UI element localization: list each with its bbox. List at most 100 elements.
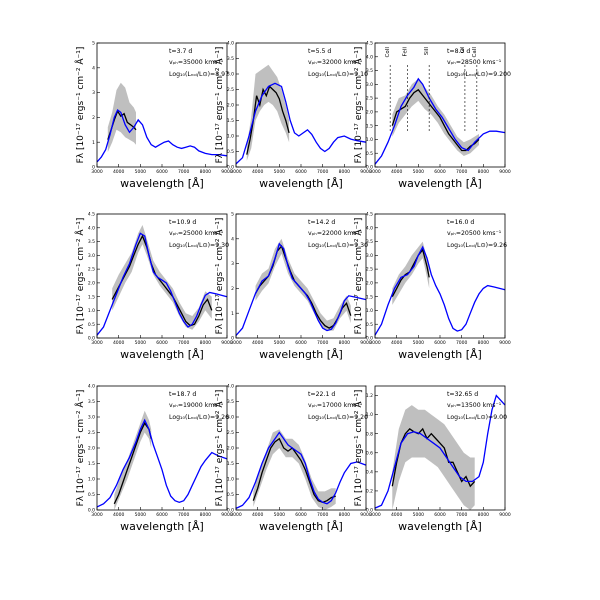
x-tick-label: 3000 bbox=[91, 169, 103, 175]
spectrum-panel-6: 3000 4000 5000 6000 7000 8000 90000.00.51.01.5… bbox=[352, 212, 511, 361]
observed-error-band bbox=[114, 410, 152, 510]
x-tick-label: 7000 bbox=[456, 340, 468, 346]
y-axis-label: Fλ [10⁻¹⁷ ergs⁻¹ cm⁻² Å⁻¹] bbox=[352, 390, 364, 507]
observed-spectrum-line bbox=[391, 427, 476, 488]
y-tick-label: 4.5 bbox=[366, 41, 373, 47]
annotation-vph: vₚₕ=25000 kms⁻¹ bbox=[169, 230, 224, 237]
x-axis-label: wavelength [Å] bbox=[120, 520, 204, 533]
annotation-lbol: Log₁₀(Lₙₒₗ/L⊙)=9.20 bbox=[308, 414, 368, 421]
x-tick-label: 6000 bbox=[434, 512, 446, 518]
annotation-lbol: Log₁₀(Lₙₒₗ/L⊙)=9.30 bbox=[169, 242, 229, 249]
annotation-lbol: Log₁₀(Lₙₒₗ/L⊙)=9.10 bbox=[308, 71, 368, 78]
y-tick-label: 0.0 bbox=[227, 165, 234, 171]
y-tick-label: 2.0 bbox=[366, 109, 373, 115]
model-spectrum-line bbox=[374, 77, 506, 165]
y-tick-label: 0 bbox=[231, 336, 234, 342]
x-axis-label: wavelength [Å] bbox=[398, 177, 482, 190]
observed-error-band bbox=[392, 241, 430, 305]
model-spectrum-line bbox=[374, 394, 506, 509]
y-tick-label: 3.0 bbox=[88, 253, 95, 259]
y-tick-label: 1.5 bbox=[88, 461, 95, 467]
x-tick-label: 5000 bbox=[135, 169, 147, 175]
x-tick-label: 8000 bbox=[339, 340, 351, 346]
annotation-t: t=18.7 d bbox=[169, 391, 196, 398]
y-tick-label: 3.0 bbox=[227, 72, 234, 78]
y-tick-label: 3.5 bbox=[88, 239, 95, 245]
y-tick-label: 1 bbox=[92, 140, 95, 146]
y-tick-label: 1.0 bbox=[366, 137, 373, 143]
y-tick-label: 5 bbox=[231, 212, 234, 218]
x-tick-label: 7000 bbox=[178, 340, 190, 346]
observed-error-band bbox=[253, 429, 336, 510]
y-tick-label: 0.6 bbox=[366, 450, 373, 456]
x-tick-label: 5000 bbox=[135, 340, 147, 346]
x-tick-label: 3000 bbox=[369, 512, 381, 518]
y-tick-label: 0.5 bbox=[227, 492, 234, 498]
x-tick-label: 6000 bbox=[434, 169, 446, 175]
x-tick-label: 3000 bbox=[230, 512, 242, 518]
spectrum-panel-2: 3000 4000 5000 6000 7000 8000 90000.00.51.01.5… bbox=[213, 41, 372, 190]
x-tick-label: 3000 bbox=[230, 340, 242, 346]
y-tick-label: 3.5 bbox=[366, 68, 373, 74]
x-tick-label: 8000 bbox=[339, 169, 351, 175]
y-tick-label: 3.5 bbox=[366, 239, 373, 245]
model-spectrum-line bbox=[96, 108, 228, 163]
y-tick-label: 2.5 bbox=[366, 267, 373, 273]
annotation-vph: vₚₕ=35000 kms⁻¹ bbox=[169, 59, 224, 66]
y-tick-label: 4 bbox=[92, 65, 95, 71]
y-tick-label: 0.4 bbox=[366, 469, 373, 475]
x-tick-label: 7000 bbox=[317, 169, 329, 175]
x-tick-label: 4000 bbox=[113, 340, 125, 346]
observed-spectrum-line bbox=[111, 234, 213, 327]
observed-error-band bbox=[246, 64, 290, 161]
observed-spectrum-line bbox=[391, 88, 480, 152]
x-axis-label: wavelength [Å] bbox=[259, 177, 343, 190]
y-tick-label: 4.0 bbox=[366, 225, 373, 231]
y-tick-label: 1.0 bbox=[227, 477, 234, 483]
x-tick-label: 6000 bbox=[434, 340, 446, 346]
x-tick-label: 4000 bbox=[113, 512, 125, 518]
y-tick-label: 0.8 bbox=[366, 431, 373, 437]
x-axis-label: wavelength [Å] bbox=[398, 348, 482, 361]
y-tick-label: 0.0 bbox=[366, 336, 373, 342]
y-tick-label: 0.5 bbox=[88, 322, 95, 328]
y-axis-label: Fλ [10⁻¹⁷ ergs⁻¹ cm⁻² Å⁻¹] bbox=[213, 218, 225, 335]
annotation-t: t=8.3 d bbox=[447, 48, 470, 55]
x-tick-label: 9000 bbox=[499, 340, 511, 346]
line-id-label: SiII bbox=[424, 47, 430, 56]
annotation-vph: vₚₕ=20500 kms⁻¹ bbox=[447, 230, 502, 237]
x-tick-label: 8000 bbox=[200, 340, 212, 346]
spectrum-panel-1: 3000 4000 5000 6000 7000 8000 9000 0 1 2 3 4 5 t=3.7 … bbox=[74, 41, 233, 190]
line-id-label: FeII bbox=[403, 47, 409, 57]
y-tick-label: 1 bbox=[231, 311, 234, 317]
annotation-vph: vₚₕ=22000 kms⁻¹ bbox=[308, 230, 363, 237]
annotation-lbol: Log₁₀(Lₙₒₗ/L⊙)=9.26 bbox=[169, 414, 229, 421]
x-tick-label: 5000 bbox=[413, 512, 425, 518]
x-axis-label: wavelength [Å] bbox=[259, 520, 343, 533]
y-tick-label: 0.5 bbox=[227, 149, 234, 155]
annotation-vph: vₚₕ=13500 kms⁻¹ bbox=[447, 402, 502, 409]
y-axis-label: Fλ [10⁻¹⁷ ergs⁻¹ cm⁻² Å⁻¹] bbox=[352, 218, 364, 335]
x-tick-label: 4000 bbox=[252, 512, 264, 518]
y-tick-label: 4.0 bbox=[227, 384, 234, 390]
y-tick-label: 3.5 bbox=[227, 399, 234, 405]
y-tick-label: 1.5 bbox=[366, 294, 373, 300]
annotation-t: t=22.1 d bbox=[308, 391, 335, 398]
x-tick-label: 9000 bbox=[221, 169, 233, 175]
y-tick-label: 2.5 bbox=[88, 430, 95, 436]
spectrum-panel-9: 3000 4000 5000 6000 7000 8000 90000.00.20.40.6… bbox=[352, 385, 511, 533]
line-id-label: CaII bbox=[472, 47, 478, 58]
x-tick-label: 8000 bbox=[478, 169, 490, 175]
y-tick-label: 2.5 bbox=[88, 267, 95, 273]
y-tick-label: 4 bbox=[231, 236, 234, 242]
x-tick-label: 9000 bbox=[360, 512, 372, 518]
x-tick-label: 5000 bbox=[274, 340, 286, 346]
x-axis-label: wavelength [Å] bbox=[120, 348, 204, 361]
x-tick-label: 5000 bbox=[274, 512, 286, 518]
y-axis-label: Fλ [10⁻¹⁷ ergs⁻¹ cm⁻² Å⁻¹] bbox=[352, 47, 364, 164]
y-tick-label: 0.0 bbox=[227, 508, 234, 514]
x-tick-label: 4000 bbox=[391, 512, 403, 518]
y-tick-label: 1.5 bbox=[227, 118, 234, 124]
observed-spectrum-line bbox=[113, 421, 152, 505]
